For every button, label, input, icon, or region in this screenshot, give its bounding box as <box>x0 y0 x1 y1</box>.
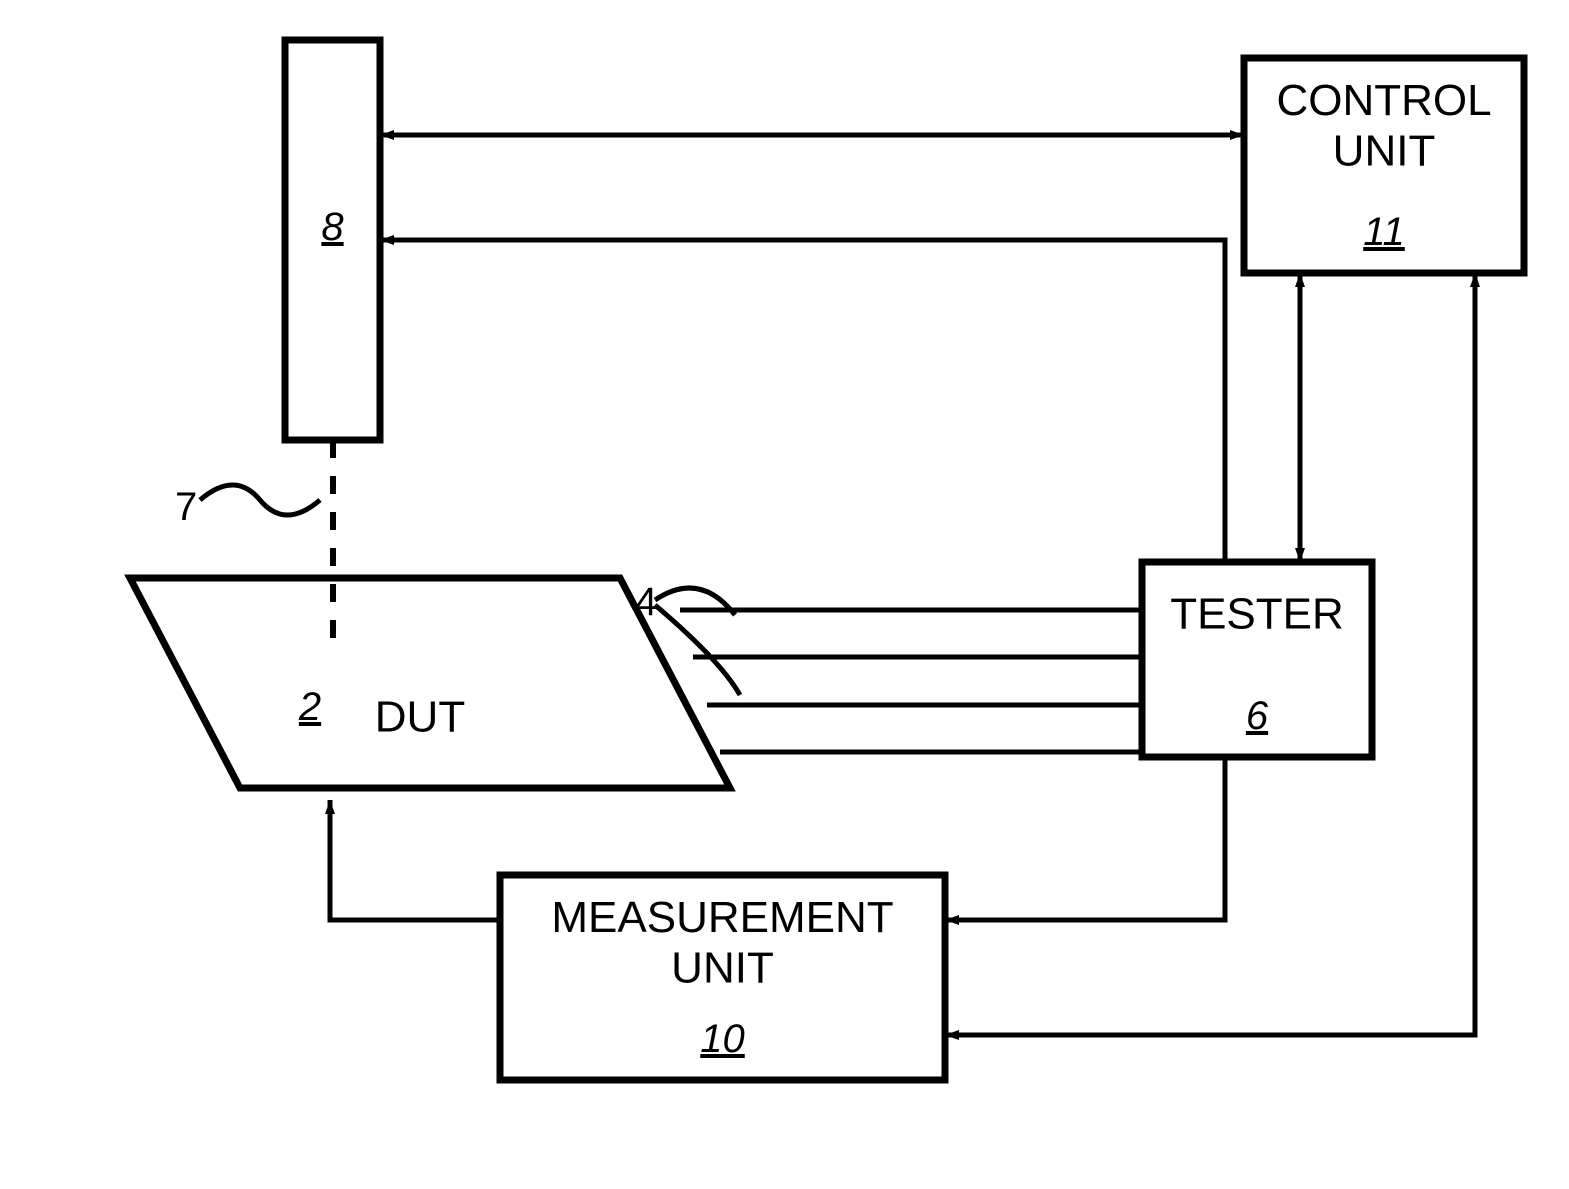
ref7-leader <box>200 485 320 515</box>
tester: TESTER 6 <box>1142 562 1372 757</box>
measurement_unit-label-0: MEASUREMENT <box>551 893 893 942</box>
tester-label-0: TESTER <box>1170 590 1344 639</box>
measurement-to-dut <box>330 800 500 920</box>
measurement_unit: MEASUREMENTUNIT 10 <box>500 875 945 1080</box>
control_unit-label-1: UNIT <box>1333 127 1436 176</box>
tester-to-measurement <box>945 757 1225 920</box>
control_unit-ref: 11 <box>1363 210 1405 254</box>
tester-to-column <box>380 240 1225 562</box>
ref-4: 4 <box>635 580 657 624</box>
control_unit: CONTROLUNIT 11 <box>1244 58 1524 273</box>
ref-7: 7 <box>175 485 197 529</box>
dut-ref: 2 <box>298 685 321 729</box>
beam_column-ref: 8 <box>321 205 344 249</box>
control_unit-label-0: CONTROL <box>1276 76 1491 125</box>
measurement_unit-ref: 10 <box>700 1017 745 1061</box>
measurement_unit-label-1: UNIT <box>671 944 774 993</box>
beam_column: 8 <box>285 40 380 440</box>
tester-ref: 6 <box>1246 694 1269 738</box>
dut-label: DUT <box>375 693 465 742</box>
